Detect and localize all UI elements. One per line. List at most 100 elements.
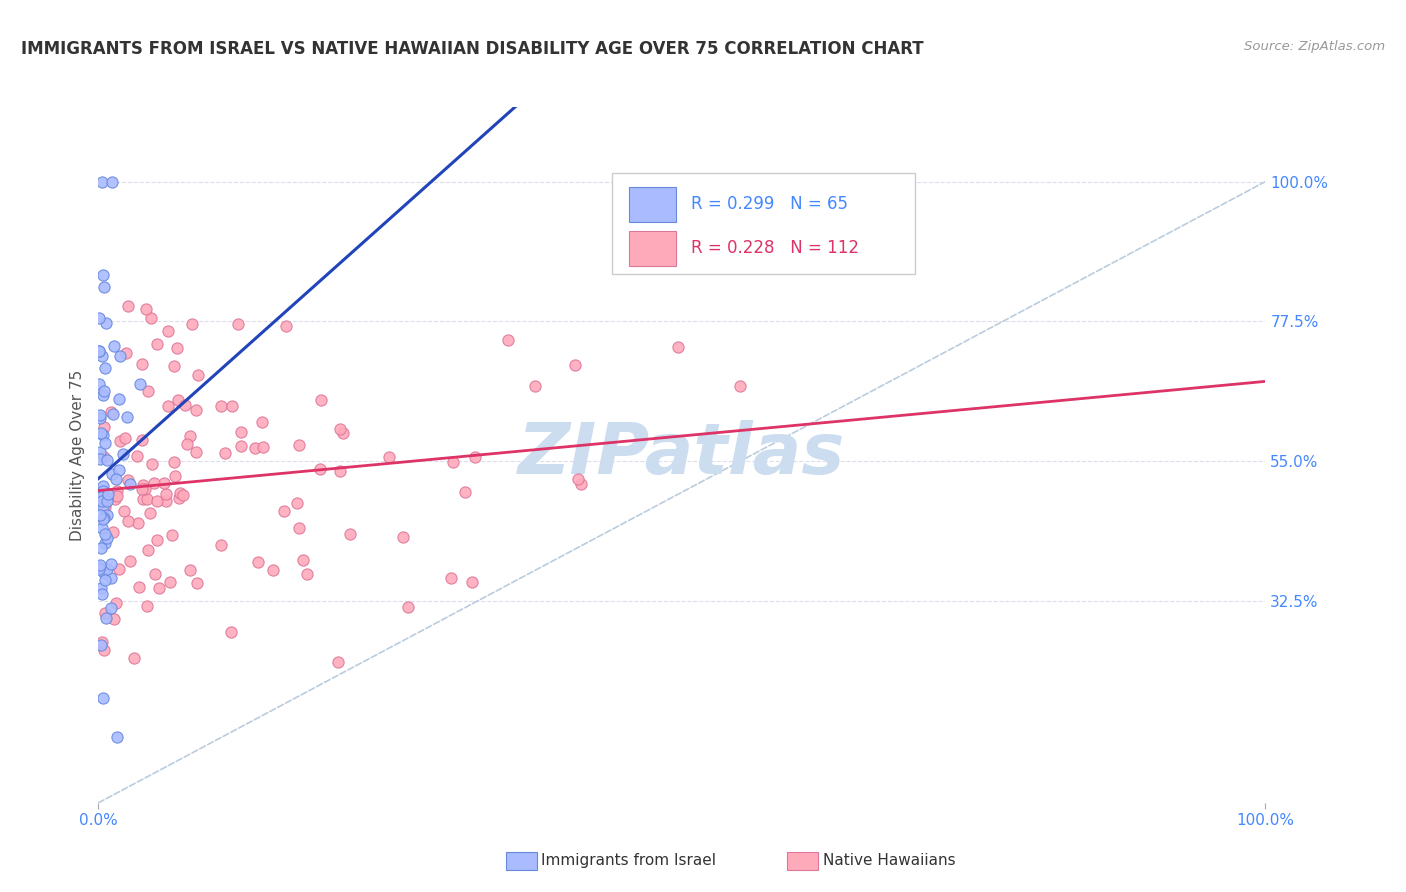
Point bbox=[179, 429, 201, 443]
Point bbox=[117, 473, 139, 487]
Point bbox=[125, 449, 148, 463]
Point bbox=[143, 567, 166, 582]
Point bbox=[90, 490, 112, 504]
Point bbox=[186, 576, 208, 591]
Point bbox=[567, 472, 589, 486]
Point bbox=[396, 599, 419, 614]
Point bbox=[243, 441, 266, 455]
Bar bbox=[630, 231, 676, 266]
Point bbox=[91, 479, 114, 493]
Point bbox=[101, 407, 124, 421]
Point bbox=[214, 446, 236, 460]
Point bbox=[105, 730, 128, 744]
Point bbox=[146, 494, 169, 508]
Point bbox=[139, 311, 162, 326]
Point bbox=[391, 530, 413, 544]
Point bbox=[90, 634, 112, 648]
Point bbox=[166, 342, 188, 356]
Point bbox=[87, 311, 110, 326]
Point bbox=[159, 575, 181, 590]
Point bbox=[93, 643, 115, 657]
Point bbox=[101, 524, 124, 539]
Point bbox=[173, 398, 195, 412]
Point bbox=[274, 319, 297, 334]
Point bbox=[93, 566, 115, 580]
Point bbox=[146, 337, 169, 351]
Point bbox=[94, 527, 117, 541]
Point bbox=[96, 452, 118, 467]
Point bbox=[155, 494, 177, 508]
Point bbox=[96, 531, 118, 545]
Text: ZIPatlas: ZIPatlas bbox=[519, 420, 845, 490]
Point bbox=[172, 488, 194, 502]
Point bbox=[132, 492, 155, 507]
Point bbox=[186, 403, 208, 417]
Point bbox=[117, 299, 139, 313]
Point bbox=[91, 388, 114, 402]
Point bbox=[454, 485, 477, 500]
Point bbox=[93, 511, 115, 525]
Point bbox=[96, 494, 118, 508]
Point bbox=[496, 333, 519, 347]
Point bbox=[87, 343, 110, 358]
Point bbox=[524, 379, 547, 393]
Point bbox=[94, 316, 117, 330]
Point bbox=[176, 437, 198, 451]
Point bbox=[146, 533, 169, 547]
Point bbox=[228, 318, 250, 332]
Point bbox=[114, 345, 136, 359]
Point bbox=[96, 491, 118, 505]
Text: IMMIGRANTS FROM ISRAEL VS NATIVE HAWAIIAN DISABILITY AGE OVER 75 CORRELATION CHA: IMMIGRANTS FROM ISRAEL VS NATIVE HAWAIIA… bbox=[21, 40, 924, 58]
Point bbox=[90, 349, 112, 363]
Point bbox=[134, 482, 156, 496]
Point bbox=[329, 464, 352, 478]
Point bbox=[105, 484, 128, 499]
Point bbox=[112, 503, 135, 517]
Point bbox=[131, 433, 153, 447]
Point bbox=[231, 439, 253, 453]
Point bbox=[90, 541, 112, 556]
Point bbox=[96, 508, 118, 522]
Point bbox=[180, 318, 202, 332]
Point bbox=[163, 359, 186, 373]
Point bbox=[169, 486, 191, 500]
Point bbox=[135, 491, 157, 506]
Point bbox=[107, 392, 129, 406]
Point bbox=[461, 575, 484, 590]
Point bbox=[339, 526, 361, 541]
Point bbox=[90, 587, 112, 601]
Point bbox=[155, 487, 177, 501]
Point bbox=[105, 489, 128, 503]
Point bbox=[93, 500, 115, 515]
Point bbox=[87, 344, 110, 359]
Point bbox=[94, 436, 117, 450]
Point bbox=[89, 409, 111, 423]
Point bbox=[131, 357, 153, 371]
Point bbox=[91, 483, 114, 498]
Point bbox=[93, 606, 115, 620]
Point bbox=[94, 535, 117, 549]
Point bbox=[291, 553, 314, 567]
Point bbox=[666, 341, 689, 355]
Point bbox=[93, 500, 115, 514]
Point bbox=[93, 280, 115, 294]
Point bbox=[148, 581, 170, 595]
Point bbox=[118, 554, 141, 568]
Point bbox=[463, 450, 485, 464]
Point bbox=[247, 555, 270, 569]
Point bbox=[97, 487, 120, 501]
Point bbox=[100, 405, 122, 419]
Point bbox=[143, 475, 166, 490]
Point bbox=[89, 560, 111, 574]
Point bbox=[100, 557, 122, 571]
Point bbox=[186, 445, 208, 459]
Point bbox=[221, 399, 243, 413]
Point bbox=[107, 463, 129, 477]
Bar bbox=[630, 187, 676, 222]
Point bbox=[440, 571, 463, 585]
Point bbox=[104, 492, 127, 507]
Point bbox=[153, 475, 176, 490]
Point bbox=[295, 567, 318, 582]
Point bbox=[89, 488, 111, 502]
Point bbox=[377, 450, 399, 464]
